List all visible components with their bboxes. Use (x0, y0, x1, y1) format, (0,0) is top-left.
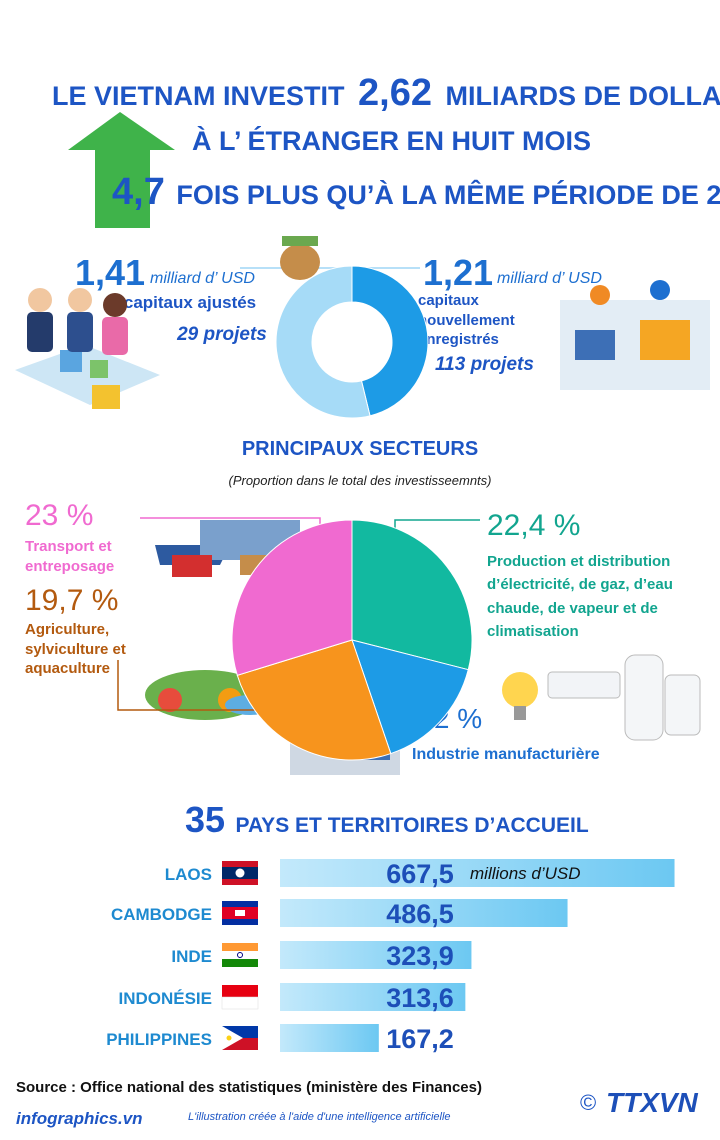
flag-indonesia (221, 985, 259, 1010)
logo: TTXVN (606, 1087, 699, 1118)
headline: LE VIETNAM INVESTIT 2,62 MILIARDS DE DOL… (52, 72, 720, 114)
donut-value: 1,41 (75, 252, 145, 293)
slice (351, 519, 473, 671)
donut-category-box: capitaux nouvellement enregistrés (418, 292, 515, 348)
bar-title-count: 35 (185, 799, 225, 840)
headline-part: MILIARDS DE DOLLARS (446, 81, 720, 111)
bar-value: 667,5 (386, 859, 454, 889)
pie-category: Production et distribution d’électricité… (487, 553, 673, 640)
bar-title-text: PAYS ET TERRITOIRES D’ACCUEIL (236, 814, 589, 837)
pie-category: Agriculture, sylviculture et aquaculture (25, 621, 126, 677)
flag-cambodia (222, 901, 258, 925)
headline-part: LE VIETNAM INVESTIT (52, 81, 345, 111)
bar-title: 35 PAYS ET TERRITOIRES D’ACCUEIL (185, 799, 589, 840)
pie-value: 22,4 % (487, 509, 580, 542)
illustration-factory (560, 280, 710, 390)
slice (275, 265, 371, 419)
pie-subtitle: (Proportion dans le total des investisse… (228, 473, 491, 488)
bar (280, 899, 568, 927)
pie-category: Transport et entreposage (25, 538, 115, 575)
pie-category: Industrie manufacturière (412, 746, 600, 763)
donut-category: capitaux ajustés (124, 293, 256, 312)
slice (231, 519, 353, 676)
donut-projects: 29 projets (176, 324, 267, 345)
headline-number: 4,7 (112, 171, 165, 213)
site: infographics.vn (16, 1109, 143, 1128)
unit-label: milliard d’ USD (150, 270, 255, 287)
illustration-business (15, 288, 160, 409)
pie-value: 19,7 % (25, 584, 118, 617)
illustration-money (280, 236, 320, 280)
donut-value: 1,21 (423, 252, 493, 293)
bar (280, 941, 472, 969)
unit-label: milliard d’ USD (497, 270, 602, 287)
note: L'illustration créée à l'aide d'une inte… (188, 1111, 451, 1123)
pie-title: PRINCIPAUX SECTEURS (242, 438, 478, 460)
donut-projects: 113 projets (435, 354, 534, 375)
bar-category: PHILIPPINES (106, 1030, 212, 1049)
unit-label: millions d’USD (470, 864, 581, 883)
slice (351, 265, 429, 417)
bar-category: INDONÉSIE (118, 989, 212, 1008)
bar-value: 313,6 (386, 983, 454, 1013)
donut-category: capitaux nouvellement enregistrés (418, 292, 515, 348)
flag-philippines (222, 1026, 258, 1050)
pie-category-box: Transport et entreposage (25, 538, 115, 575)
bar-value: 486,5 (386, 899, 454, 929)
charts: LAOS 667,5 CAMBODGE 486,5 INDE 323,9 INDONÉSIE… (106, 265, 675, 1054)
bar-value: 323,9 (386, 941, 454, 971)
illustration-energy (502, 654, 701, 741)
pie-category-box: Production et distribution d’électricité… (487, 553, 673, 640)
copyright: © (580, 1090, 596, 1115)
up-arrow (68, 112, 175, 228)
headline: À L’ ÉTRANGER EN HUIT MOIS (192, 125, 591, 156)
bar-category: CAMBODGE (111, 905, 212, 924)
bar-category: INDE (171, 947, 212, 966)
pie-category-box: Agriculture, sylviculture et aquaculture (25, 621, 126, 677)
bar (280, 983, 466, 1011)
headline: 4,7 FOIS PLUS QU’À LA MÊME PÉRIODE DE 20… (112, 171, 720, 213)
bar-value: 167,2 (386, 1024, 454, 1054)
slice (351, 639, 469, 755)
leader-line (117, 660, 290, 711)
bar (280, 859, 675, 887)
source: Source : Office national des statistique… (16, 1079, 482, 1096)
flag-laos (222, 861, 258, 885)
headline-part: FOIS PLUS QU’À LA MÊME PÉRIODE DE 2025 (176, 179, 720, 210)
footer-bg (0, 1068, 720, 1135)
pie-value: 23 % (25, 499, 93, 532)
bar (280, 1024, 379, 1052)
headline-number: 2,62 (358, 72, 432, 114)
flag-india (222, 943, 258, 967)
slice (236, 639, 392, 761)
bar-category: LAOS (165, 865, 212, 884)
